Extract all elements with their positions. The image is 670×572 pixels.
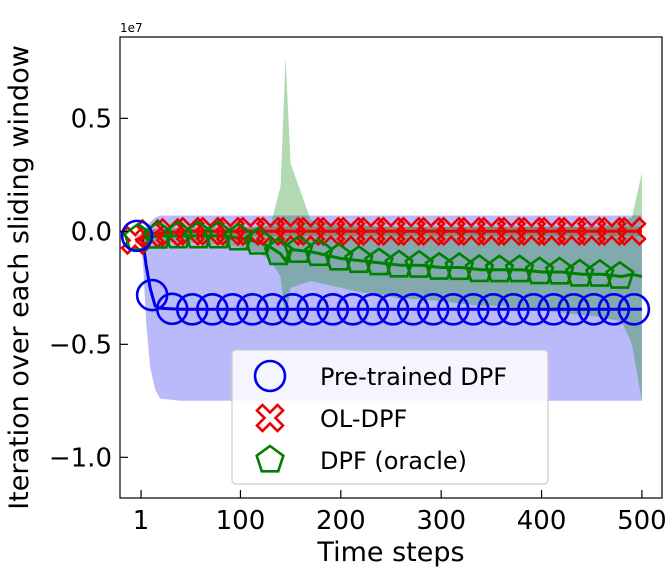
- line-pre-trained-dpf: [139, 235, 642, 311]
- marker-pre-trained-dpf-8: [276, 293, 309, 326]
- marker-pre-trained-dpf-0: [120, 219, 154, 253]
- marker-dpf-oracle-24: [604, 260, 635, 289]
- marker-ol-dpf-9: [295, 216, 326, 247]
- legend-marker-dpf-oracle: [255, 444, 285, 473]
- marker-ol-dpf-22: [556, 216, 587, 247]
- marker-pre-trained-dpf-21: [537, 293, 570, 326]
- x-tick-label-2: 200: [316, 506, 366, 536]
- y-tick-label-3: 0.5: [71, 104, 112, 134]
- x-tick-label-0: 1: [133, 506, 150, 536]
- marker-pre-trained-dpf-22: [557, 293, 590, 326]
- marker-ol-dpf-14: [396, 216, 426, 247]
- marker-ol-dpf-11: [336, 216, 366, 247]
- x-tick-label-5: 500: [617, 506, 667, 536]
- legend-label-dpf-oracle: DPF (oracle): [320, 447, 467, 475]
- confidence-bands: [135, 57, 642, 401]
- y-tick-label-0: −1.0: [49, 443, 112, 473]
- y-tick-label-2: 0.0: [71, 217, 112, 247]
- marker-pre-trained-dpf-6: [236, 293, 269, 326]
- marker-pre-trained-dpf-23: [577, 293, 611, 326]
- series-markers: [120, 216, 651, 326]
- marker-pre-trained-dpf-5: [216, 293, 249, 326]
- legend-box: [231, 349, 549, 485]
- y-tick-label-1: −0.5: [49, 330, 112, 360]
- legend: Pre-trained DPF OL-DPF DPF (oracle): [231, 349, 549, 485]
- marker-pre-trained-dpf-2: [155, 292, 189, 326]
- x-tick-label-4: 400: [517, 506, 567, 536]
- marker-ol-dpf-24: [596, 216, 627, 247]
- marker-ol-dpf-13: [376, 216, 406, 247]
- marker-ol-dpf-12: [356, 216, 386, 247]
- marker-ol-dpf-10: [315, 216, 346, 247]
- marker-pre-trained-dpf-4: [196, 293, 229, 326]
- marker-pre-trained-dpf-9: [296, 293, 330, 326]
- x-tick-label-1: 100: [216, 506, 266, 536]
- marker-pre-trained-dpf-20: [517, 293, 550, 326]
- band-dpf-oracle: [141, 57, 642, 401]
- marker-dpf-oracle-1: [143, 220, 174, 249]
- marker-pre-trained-dpf-16: [436, 293, 470, 326]
- marker-dpf-oracle-5: [223, 222, 254, 251]
- marker-dpf-oracle-6: [243, 226, 274, 255]
- marker-pre-trained-dpf-11: [336, 293, 370, 326]
- marker-ol-dpf-20: [516, 216, 547, 247]
- marker-pre-trained-dpf-3: [175, 293, 209, 326]
- legend-marker-ol-dpf: [255, 403, 285, 433]
- marker-ol-dpf-21: [536, 216, 567, 247]
- x-axis-title: Time steps: [316, 537, 464, 568]
- marker-dpf-oracle-7: [263, 236, 294, 266]
- marker-pre-trained-dpf-15: [416, 293, 450, 326]
- marker-pre-trained-dpf-7: [256, 293, 289, 326]
- marker-dpf-oracle-9: [303, 237, 334, 267]
- legend-marker-pre-trained-dpf: [253, 359, 287, 393]
- axis-ticks: 1 100 200 300 400 500 −1.0 −0.5 0.0 0.5: [49, 104, 667, 536]
- marker-ol-dpf-18: [476, 216, 507, 247]
- marker-ol-dpf-25: [617, 216, 647, 247]
- plot-area-frame: [119, 36, 663, 499]
- marker-pre-trained-dpf-17: [457, 293, 490, 326]
- marker-ol-dpf-17: [456, 216, 487, 247]
- marker-pre-trained-dpf-14: [396, 293, 430, 326]
- marker-ol-dpf-15: [416, 216, 446, 247]
- marker-pre-trained-dpf-13: [376, 293, 410, 326]
- marker-pre-trained-dpf-24: [597, 293, 631, 326]
- legend-label-pre-trained-dpf: Pre-trained DPF: [320, 363, 507, 391]
- marker-ol-dpf-16: [436, 216, 467, 247]
- marker-pre-trained-dpf-10: [316, 293, 350, 326]
- marker-pre-trained-dpf-25: [617, 293, 651, 326]
- marker-ol-dpf-8: [275, 216, 306, 247]
- y-axis-title: Iteration over each sliding window: [4, 45, 35, 510]
- y-offset-text: 1e7: [120, 21, 143, 35]
- marker-ol-dpf-19: [496, 216, 527, 247]
- marker-dpf-oracle-0: [123, 222, 153, 251]
- marker-pre-trained-dpf-18: [477, 293, 510, 326]
- x-tick-label-3: 300: [416, 506, 466, 536]
- marker-dpf-oracle-8: [283, 234, 314, 264]
- marker-ol-dpf-23: [576, 216, 607, 247]
- marker-pre-trained-dpf-12: [356, 293, 390, 326]
- legend-label-ol-dpf: OL-DPF: [320, 405, 407, 433]
- marker-pre-trained-dpf-19: [497, 293, 530, 326]
